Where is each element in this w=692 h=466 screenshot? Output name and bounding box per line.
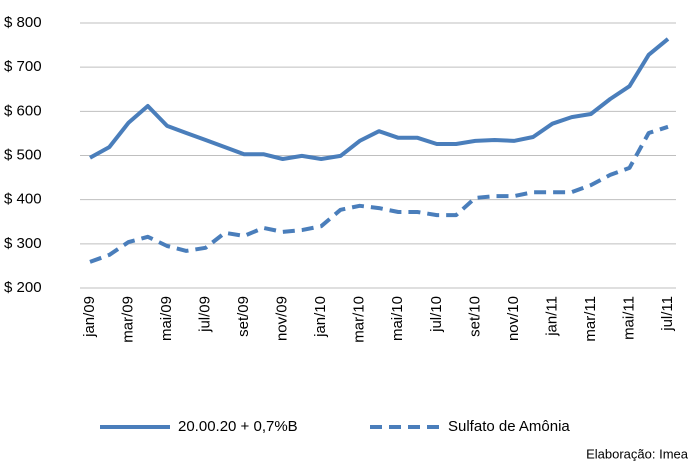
x-tick-label: jan/10 — [312, 296, 329, 338]
x-tick-label: mai/09 — [158, 296, 175, 341]
data-line — [89, 124, 669, 264]
y-tick-label: $ 200 — [4, 279, 42, 296]
legend-label: Sulfato de Amônia — [448, 418, 570, 435]
x-tick-label: mai/11 — [620, 296, 637, 340]
y-tick-label: $ 700 — [4, 58, 42, 75]
x-tick-label: mar/09 — [120, 296, 137, 343]
x-tick-label: jul/11 — [659, 296, 676, 332]
y-tick-label: $ 400 — [4, 191, 42, 208]
x-tick-label: mai/10 — [389, 296, 406, 341]
x-tick-label: mar/11 — [582, 296, 599, 342]
data-line — [89, 37, 670, 161]
x-tick-label: set/10 — [466, 296, 483, 337]
y-tick-label: $ 800 — [4, 14, 42, 31]
x-tick-label: jan/09 — [81, 296, 98, 338]
x-tick-label: jul/09 — [197, 296, 214, 333]
x-tick-label: nov/10 — [505, 296, 522, 341]
y-tick-label: $ 600 — [4, 102, 42, 119]
y-tick-label: $ 300 — [4, 235, 42, 252]
source-note: Elaboração: Imea — [586, 446, 689, 461]
x-tick-label: jul/10 — [428, 296, 445, 333]
x-tick-label: jan/11 — [543, 296, 560, 337]
x-tick-label: set/09 — [235, 296, 252, 337]
legend-label: 20.00.20 + 0,7%B — [178, 418, 298, 435]
x-tick-label: nov/09 — [274, 296, 291, 341]
y-tick-label: $ 500 — [4, 146, 42, 163]
x-tick-label: mar/10 — [351, 296, 368, 343]
